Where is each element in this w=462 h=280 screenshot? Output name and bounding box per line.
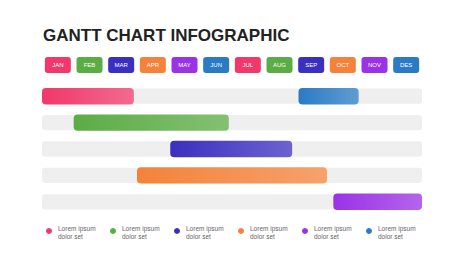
svg-text:MAY: MAY	[178, 62, 191, 68]
svg-text:Lorem ipsum: Lorem ipsum	[250, 225, 289, 233]
svg-text:Lorem ipsum: Lorem ipsum	[122, 225, 161, 233]
svg-text:Lorem ipsum: Lorem ipsum	[378, 225, 417, 233]
svg-text:NOV: NOV	[368, 62, 381, 68]
svg-text:dolor set: dolor set	[250, 233, 275, 240]
svg-text:dolor set: dolor set	[314, 233, 339, 240]
svg-text:dolor set: dolor set	[186, 233, 211, 240]
svg-text:OCT: OCT	[336, 62, 349, 68]
svg-text:MAR: MAR	[114, 62, 128, 68]
svg-text:dolor set: dolor set	[122, 233, 147, 240]
svg-text:Lorem ipsum: Lorem ipsum	[314, 225, 353, 233]
svg-text:FEB: FEB	[84, 62, 96, 68]
svg-text:dolor set: dolor set	[378, 233, 403, 240]
svg-text:Lorem ipsum: Lorem ipsum	[58, 225, 97, 233]
svg-text:JUL: JUL	[242, 62, 253, 68]
svg-text:GANTT CHART INFOGRAPHIC: GANTT CHART INFOGRAPHIC	[43, 26, 289, 45]
svg-text:AUG: AUG	[273, 62, 286, 68]
svg-text:Lorem ipsum: Lorem ipsum	[186, 225, 225, 233]
svg-text:SEP: SEP	[305, 62, 317, 68]
svg-text:DES: DES	[400, 62, 412, 68]
svg-text:JAN: JAN	[52, 62, 63, 68]
svg-text:APR: APR	[147, 62, 160, 68]
svg-text:dolor set: dolor set	[58, 233, 83, 240]
svg-text:JUN: JUN	[210, 62, 222, 68]
